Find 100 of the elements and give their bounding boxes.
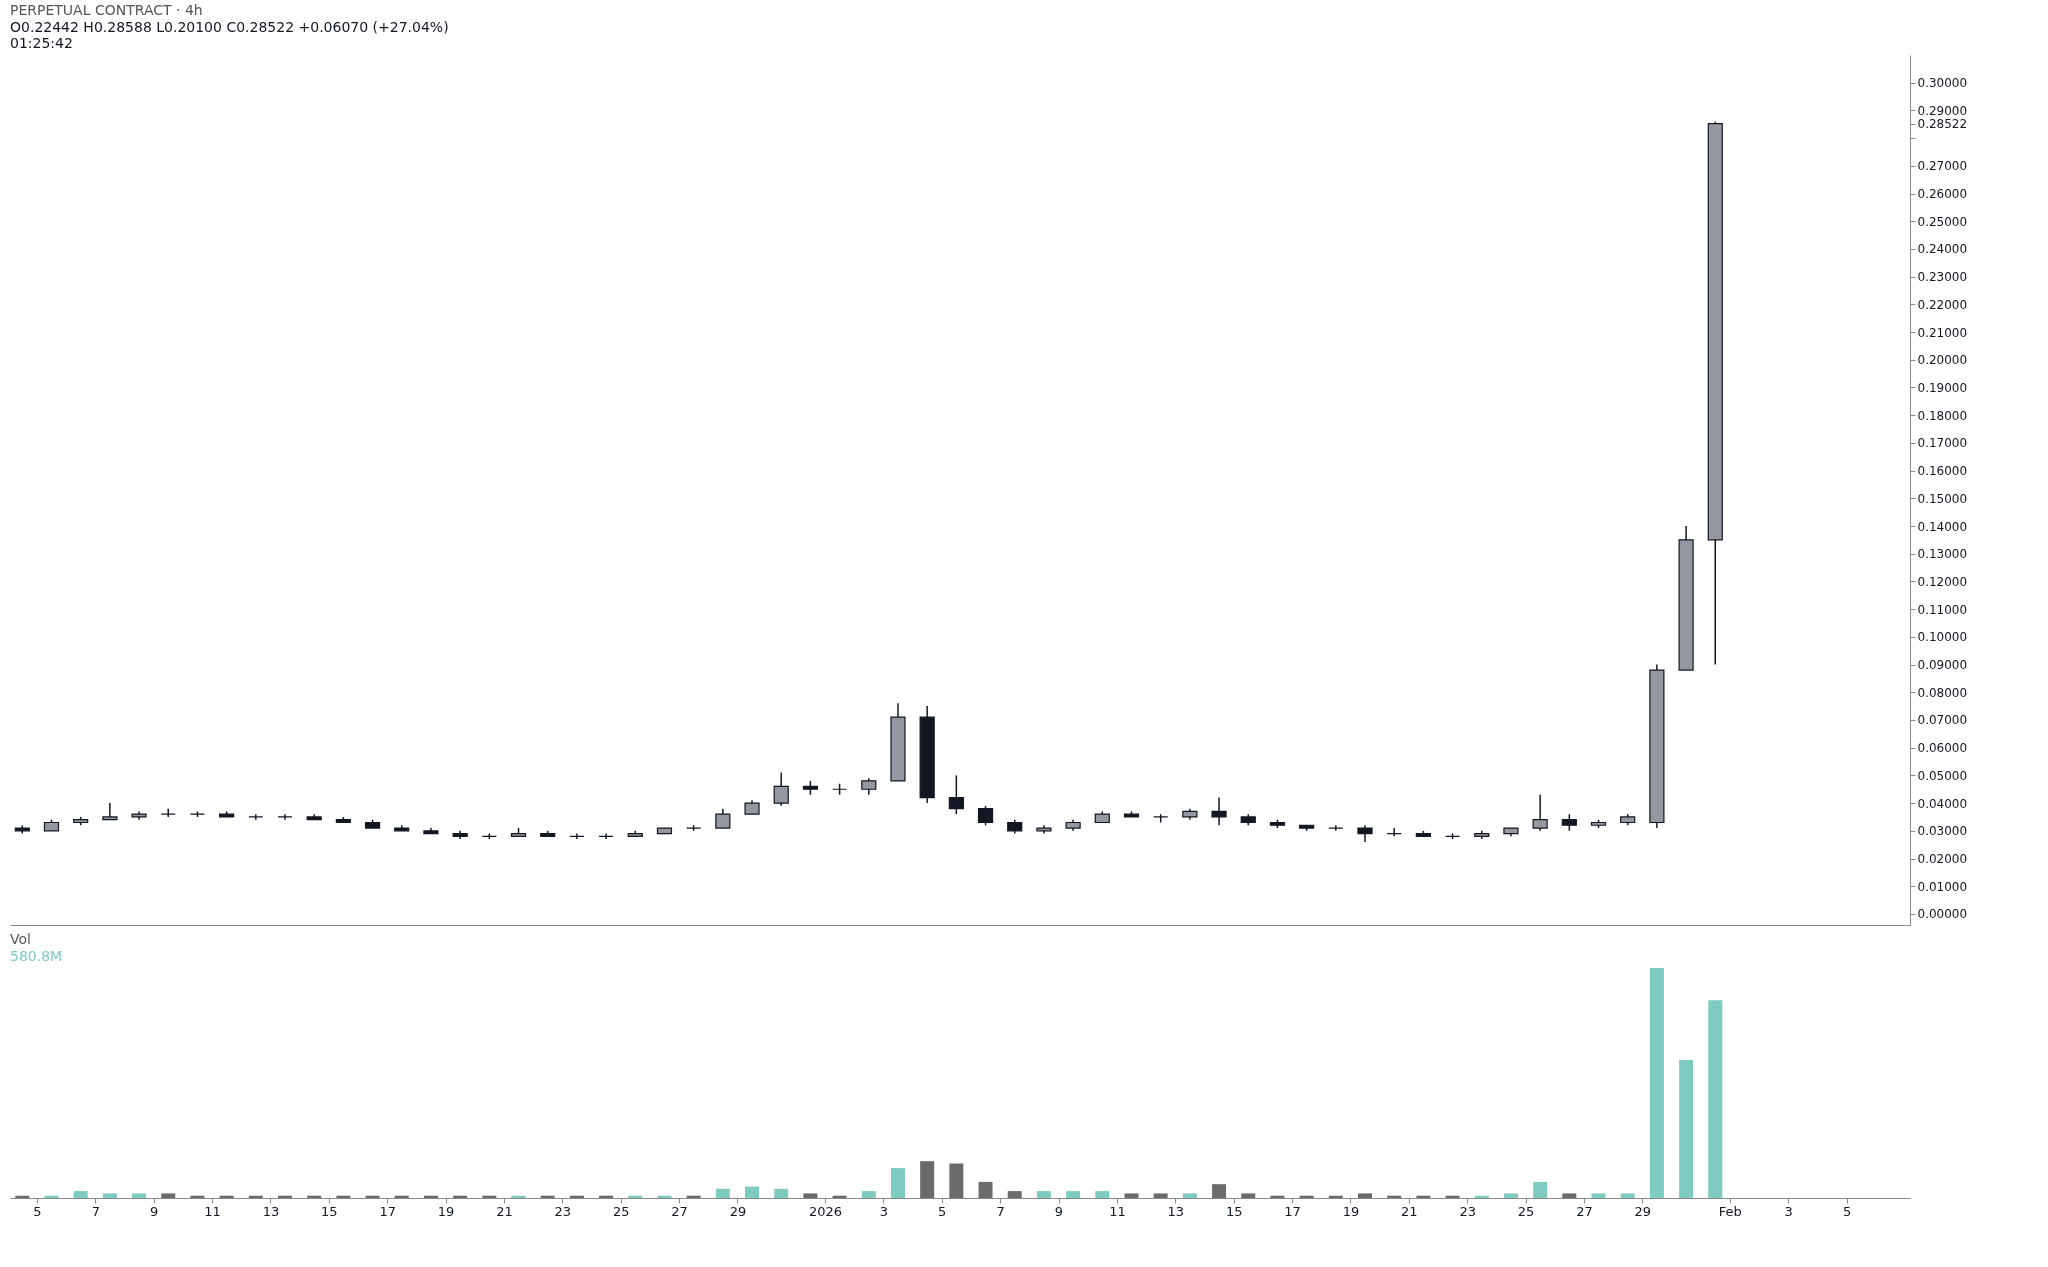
bar <box>861 1191 876 1198</box>
bar <box>1095 1191 1110 1198</box>
bar <box>1036 1191 1051 1198</box>
bar <box>1533 1181 1548 1198</box>
y-tick-label: 0.10000 <box>1917 630 1968 645</box>
y-tick-label: 0.12000 <box>1917 574 1968 589</box>
x-tick-label: 9 <box>1054 1203 1064 1219</box>
candlestick <box>569 832 585 840</box>
y-tick-label: 0.17000 <box>1917 436 1968 451</box>
x-tick-label: 29 <box>1634 1203 1652 1219</box>
bar <box>890 1168 905 1198</box>
y-tick-label: 0.02000 <box>1917 852 1968 866</box>
y-tick-label: 0.22000 <box>1917 297 1968 312</box>
candlestick <box>715 807 731 829</box>
bar <box>745 1186 760 1198</box>
candlestick <box>102 802 118 821</box>
x-tick-label: 3 <box>1784 1203 1793 1219</box>
y-tick-label: 0.06000 <box>1917 741 1968 756</box>
bar <box>920 1161 935 1198</box>
y-tick-label: 0.05000 <box>1917 768 1968 783</box>
bar <box>1066 1191 1081 1198</box>
bar <box>1620 1193 1635 1198</box>
bar <box>978 1181 993 1198</box>
x-tick-label: 11 <box>204 1203 221 1219</box>
x-tick-label: 5 <box>33 1203 42 1219</box>
candlestick <box>1328 824 1344 832</box>
y-tick-label: 0.04000 <box>1917 796 1968 811</box>
bar <box>1182 1193 1197 1198</box>
candlestick <box>277 813 293 821</box>
x-tick-label: 7 <box>91 1203 100 1219</box>
y-tick-label: 0.07000 <box>1917 713 1968 728</box>
candlestick <box>1211 796 1227 826</box>
bar <box>1503 1193 1518 1198</box>
bar <box>1007 1191 1022 1198</box>
x-tick-label: 15 <box>1225 1203 1243 1219</box>
y-tick-label: 0.26000 <box>1917 187 1968 202</box>
x-tick-label: 19 <box>1342 1203 1360 1219</box>
y-tick-label: 0.11000 <box>1917 602 1968 617</box>
bar <box>73 1191 88 1198</box>
x-tick-label: 23 <box>554 1203 572 1219</box>
bar <box>132 1193 147 1198</box>
x-tick-label: 21 <box>496 1203 513 1219</box>
bar <box>715 1188 730 1198</box>
x-tick-label: 15 <box>321 1203 338 1219</box>
bar <box>1241 1193 1256 1198</box>
bar <box>161 1193 176 1198</box>
x-tick-label: 25 <box>612 1203 630 1219</box>
bar <box>1679 1060 1694 1198</box>
y-tick-label: 0.14000 <box>1917 519 1968 534</box>
bar <box>803 1193 818 1198</box>
x-tick-label: 5 <box>938 1203 947 1219</box>
bar <box>1591 1193 1606 1198</box>
bar <box>1649 968 1664 1198</box>
x-tick-label: 13 <box>1167 1203 1185 1219</box>
candlestick <box>773 771 789 807</box>
y-tick-label: 0.30000 <box>1917 76 1968 91</box>
x-tick-label: 13 <box>262 1203 280 1219</box>
x-tick-label: 11 <box>1109 1203 1126 1219</box>
text: 580.8M <box>10 948 63 964</box>
candlestick <box>1532 794 1548 832</box>
y-tick-label: 0.00000 <box>1917 907 1968 922</box>
x-tick-label: 27 <box>671 1203 688 1219</box>
y-tick-label: 0.01000 <box>1917 879 1968 894</box>
bar <box>1708 1000 1723 1198</box>
bar <box>1358 1193 1372 1198</box>
candlestick <box>1386 827 1402 838</box>
y-tick-label: 0.24000 <box>1917 242 1968 257</box>
x-tick-label: 25 <box>1517 1203 1535 1219</box>
bar <box>1124 1193 1139 1198</box>
x-tick-label: 23 <box>1459 1203 1476 1219</box>
chart-title: PERPETUAL CONTRACT · 4h <box>10 2 203 18</box>
x-tick-label: 21 <box>1401 1203 1418 1219</box>
x-tick-label: 5 <box>1842 1203 1852 1219</box>
y-tick-label: 0.15000 <box>1917 491 1968 506</box>
x-tick-label: 9 <box>150 1203 159 1219</box>
y-tick-label: 0.08000 <box>1917 685 1968 700</box>
text: O0.22442 H0.28588 L0.20100 C0.28522 +0.06070 (+27.04%) <box>10 19 449 35</box>
x-tick-label: 27 <box>1576 1203 1593 1219</box>
y-tick-label: 0.03000 <box>1917 824 1968 839</box>
x-tick-label: 3 <box>879 1203 889 1219</box>
bar <box>102 1193 117 1198</box>
y-tick-label: 0.18000 <box>1917 408 1968 423</box>
chart-title: Vol <box>10 931 31 947</box>
x-tick-label: 7 <box>996 1203 1005 1219</box>
y-tick-label: 0.25000 <box>1917 214 1968 229</box>
y-tick-label: 0.13000 <box>1917 547 1968 562</box>
bar <box>1153 1193 1168 1198</box>
candlestick <box>160 807 176 818</box>
x-tick-label: 17 <box>379 1203 396 1219</box>
bar <box>774 1188 789 1198</box>
x-tick-label: 29 <box>729 1203 747 1219</box>
y-tick-label: 0.16000 <box>1917 464 1968 479</box>
bar <box>1562 1193 1577 1198</box>
x-tick-label: 19 <box>437 1203 455 1219</box>
y-tick-label: 0.28522 <box>1917 117 1968 132</box>
y-tick-label: 0.09000 <box>1917 658 1968 673</box>
candlestick <box>948 774 964 815</box>
x-tick-label: 2026 <box>808 1203 843 1219</box>
candlestick <box>598 832 614 840</box>
bar <box>949 1163 964 1198</box>
